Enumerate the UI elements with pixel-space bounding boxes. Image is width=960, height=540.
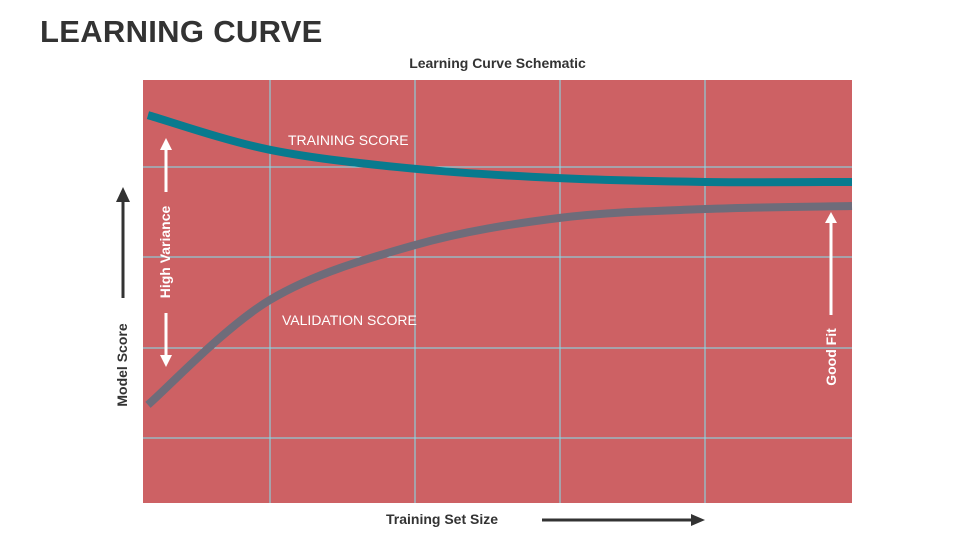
validation-score-label: VALIDATION SCORE (282, 312, 417, 328)
arrow-up-icon (160, 138, 172, 150)
training-score-label: TRAINING SCORE (288, 132, 409, 148)
y-axis-label: Model Score (114, 323, 130, 407)
high-variance-annotation: High Variance (157, 205, 173, 299)
arrow-up-icon (825, 212, 837, 223)
x-axis-label: Training Set Size (386, 511, 499, 527)
training-score-line (146, 111, 853, 187)
arrow-down-icon (160, 355, 172, 367)
x-axis-arrow-head-icon (691, 514, 705, 526)
good-fit-annotation: Good Fit (823, 328, 839, 386)
page-title: LEARNING CURVE (40, 14, 323, 49)
chart-title: Learning Curve Schematic (409, 55, 586, 71)
validation-score-line (145, 202, 853, 408)
y-axis-arrow-head-icon (116, 187, 130, 202)
